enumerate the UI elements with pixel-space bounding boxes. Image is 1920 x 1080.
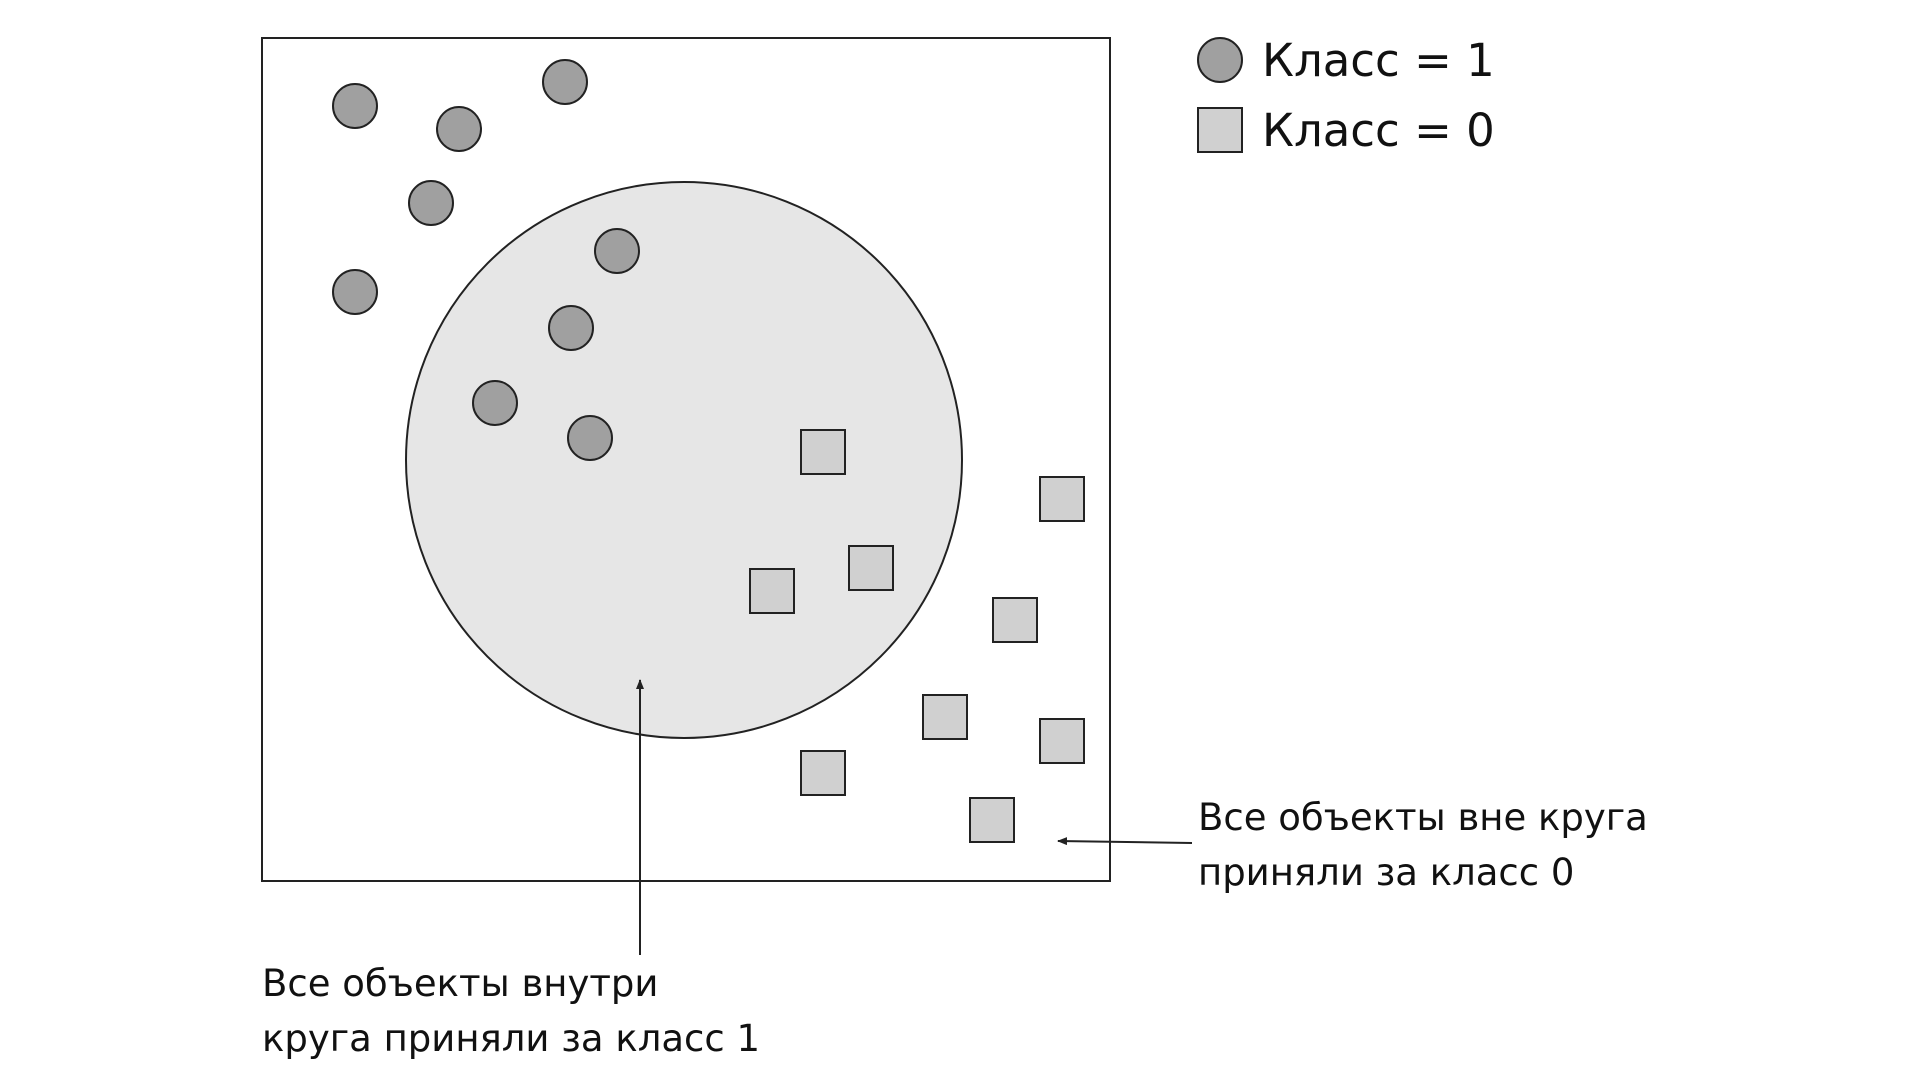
class-0-point bbox=[992, 597, 1038, 643]
class-1-point bbox=[548, 305, 594, 351]
class-0-point bbox=[848, 545, 894, 591]
outside-annotation-line-1: Все объекты вне круга bbox=[1198, 796, 1648, 839]
outside-annotation: Все объекты вне круга приняли за класс 0 bbox=[1198, 790, 1648, 900]
class-0-points bbox=[749, 429, 1085, 843]
class-0-point bbox=[1039, 718, 1085, 764]
class-1-point bbox=[436, 106, 482, 152]
class-1-point bbox=[332, 269, 378, 315]
legend-circle-icon bbox=[1197, 37, 1243, 83]
legend-class-1-label: Класс = 1 bbox=[1262, 34, 1495, 87]
inside-annotation-line-2: круга приняли за класс 1 bbox=[262, 1017, 761, 1060]
decision-region bbox=[405, 181, 963, 739]
class-1-point bbox=[542, 59, 588, 105]
class-1-point bbox=[472, 380, 518, 426]
class-0-point bbox=[800, 429, 846, 475]
class-0-point bbox=[1039, 476, 1085, 522]
class-1-point bbox=[594, 228, 640, 274]
class-0-point bbox=[969, 797, 1015, 843]
inside-annotation: Все объекты внутри круга приняли за клас… bbox=[262, 956, 760, 1066]
legend-class-0-label: Класс = 0 bbox=[1262, 104, 1495, 157]
class-0-point bbox=[749, 568, 795, 614]
class-1-point bbox=[567, 415, 613, 461]
class-0-point bbox=[922, 694, 968, 740]
outside-annotation-line-2: приняли за класс 0 bbox=[1198, 851, 1575, 894]
outside-annotation-arrow bbox=[1057, 837, 1193, 846]
class-1-point bbox=[408, 180, 454, 226]
legend-square-icon bbox=[1197, 107, 1243, 153]
class-1-point bbox=[332, 83, 378, 129]
inside-annotation-line-1: Все объекты внутри bbox=[262, 962, 659, 1005]
class-1-points bbox=[332, 59, 640, 461]
class-0-point bbox=[800, 750, 846, 796]
